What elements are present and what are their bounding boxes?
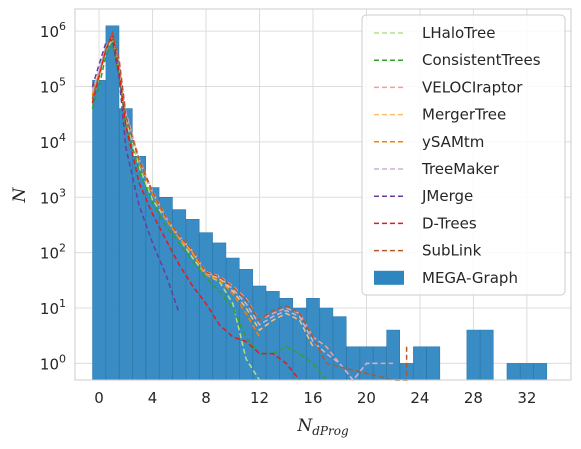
legend-box — [361, 14, 566, 296]
y-tick-label: 104 — [40, 131, 66, 152]
legend-label: JMerge — [421, 187, 473, 205]
legend-label: ySAMtm — [422, 133, 484, 151]
legend-label: MEGA-Graph — [422, 269, 518, 287]
histogram-bar — [132, 156, 146, 381]
y-tick-label: 102 — [40, 242, 66, 263]
series-line-consistenttrees — [91, 41, 327, 381]
histogram-bar — [239, 269, 253, 381]
x-tick-label: 12 — [250, 389, 269, 407]
histogram-bars — [92, 25, 548, 381]
y-tick-label: 100 — [40, 352, 66, 373]
series-lines — [91, 31, 408, 382]
x-axis-title: NdProg — [296, 416, 349, 438]
histogram-bar — [386, 329, 400, 381]
legend-label: D-Trees — [422, 214, 477, 232]
histogram-bar — [426, 346, 441, 381]
legend-swatch — [374, 270, 404, 285]
histogram-bar — [185, 219, 200, 381]
histogram-bar — [145, 187, 160, 381]
legend-label: VELOCIraptor — [422, 78, 523, 96]
series-line-jmerge — [91, 38, 181, 314]
histogram-bar — [332, 316, 347, 381]
histogram-bar — [105, 25, 120, 381]
histogram-bar — [506, 363, 521, 381]
x-tick-label: 16 — [303, 389, 322, 407]
y-tick-label: 103 — [40, 186, 66, 207]
histogram-bar — [292, 307, 307, 381]
histogram-bar — [520, 363, 534, 381]
x-axis-title-main: N — [296, 416, 313, 436]
legend-label: LHaloTree — [422, 24, 495, 42]
histogram-bar — [252, 285, 267, 381]
y-tick-label: 105 — [40, 76, 66, 97]
y-tick-label: 106 — [40, 20, 66, 41]
series-line-ysamtm — [91, 35, 261, 338]
series-line-sublink — [91, 31, 408, 381]
x-tick-labels: 0 4 8 12 16 20 24 28 32 — [94, 389, 536, 407]
x-tick-label: 8 — [201, 389, 211, 407]
y-tick-label: 101 — [40, 297, 66, 318]
histogram-bar — [199, 232, 213, 381]
y-tick-labels: 100 101 102 103 104 105 106 — [40, 20, 66, 373]
histogram-bar — [479, 329, 494, 381]
histogram-bar — [466, 329, 481, 381]
histogram-bar — [92, 79, 106, 381]
plot-frame — [74, 8, 572, 381]
series-line-velociraptor — [91, 33, 394, 382]
x-tick-label: 0 — [94, 389, 104, 407]
histogram-bar — [533, 363, 548, 381]
x-tick-label: 20 — [357, 389, 376, 407]
series-line-lhalotree — [91, 37, 261, 381]
x-tick-label: 4 — [148, 389, 158, 407]
y-axis-title: N — [10, 186, 30, 203]
legend-label: TreeMaker — [421, 160, 500, 178]
histogram-bar — [266, 291, 280, 381]
x-tick-label: 24 — [410, 389, 429, 407]
histogram-bar — [413, 346, 427, 381]
legend: LHaloTree ConsistentTrees VELOCIraptor Merg… — [361, 14, 566, 296]
legend-label: MergerTree — [422, 106, 506, 124]
histogram-bar — [212, 242, 227, 381]
legend-label: SubLink — [422, 242, 482, 260]
x-tick-label: 28 — [464, 389, 483, 407]
x-axis-title-sub: dProg — [312, 424, 349, 438]
legend-label: ConsistentTrees — [422, 51, 541, 69]
x-tick-label: 32 — [517, 389, 536, 407]
